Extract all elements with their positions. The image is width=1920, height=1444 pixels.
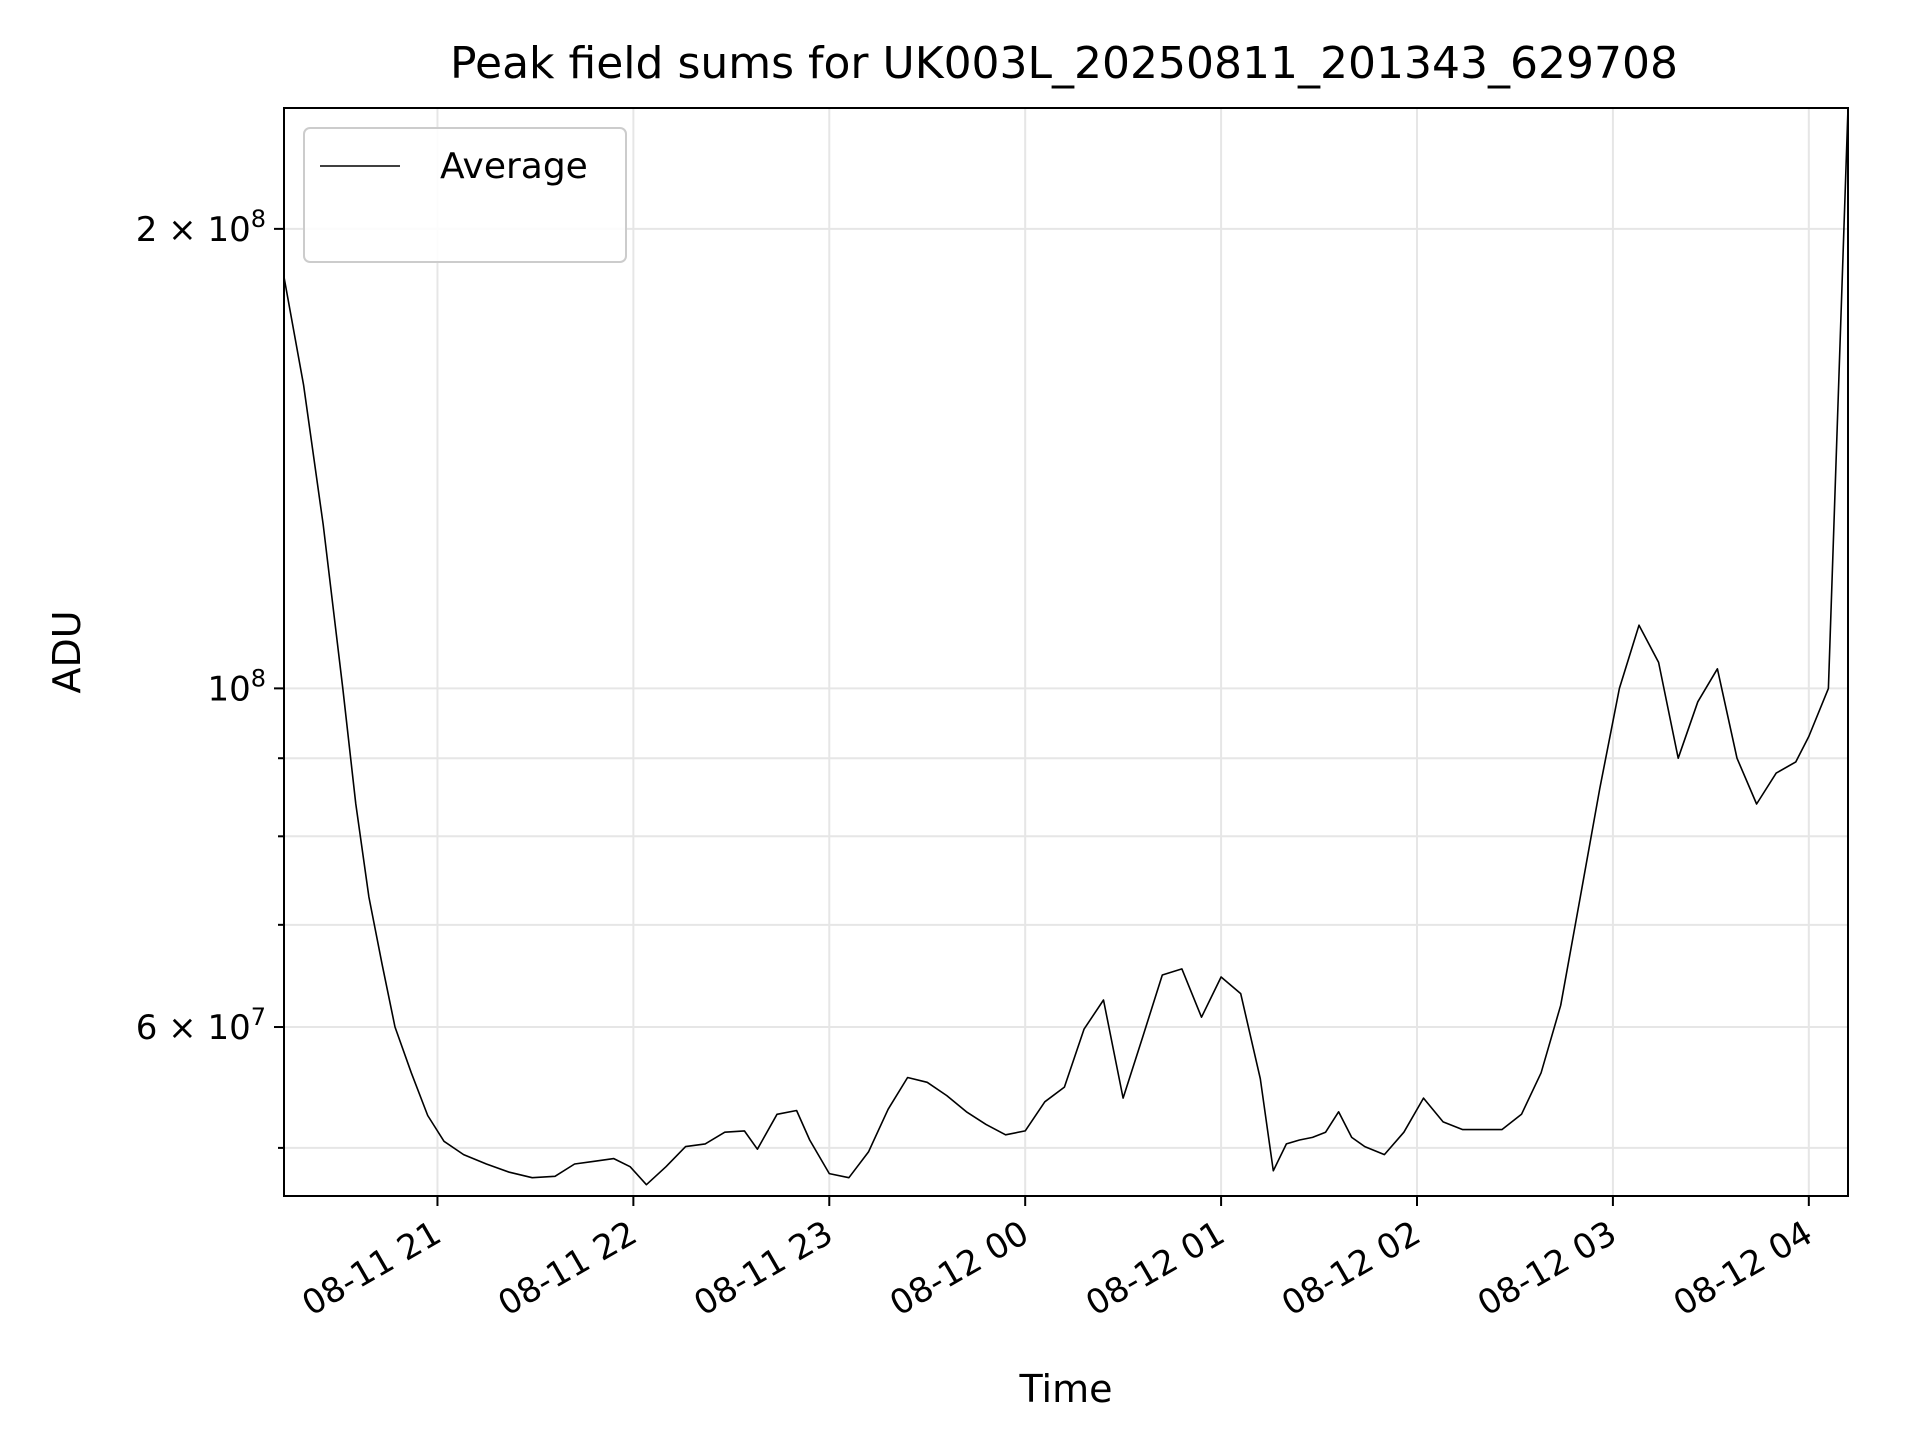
legend: Average: [303, 127, 627, 263]
grid-layer: [284, 108, 1848, 1196]
x-axis-label: Time: [1019, 1367, 1113, 1411]
legend-box: [303, 127, 627, 263]
y-tick-label: 6 × 107: [136, 1003, 266, 1048]
series-layer: [283, 107, 1849, 1186]
plot-frame: [283, 107, 1849, 1197]
legend-label: Average: [440, 146, 588, 187]
y-axis-label: ADU: [45, 610, 89, 693]
chart-title: Peak field sums for UK003L_20250811_2013…: [450, 38, 1678, 89]
y-tick-label: 2 × 108: [136, 205, 266, 250]
series-line: [283, 107, 1849, 1186]
